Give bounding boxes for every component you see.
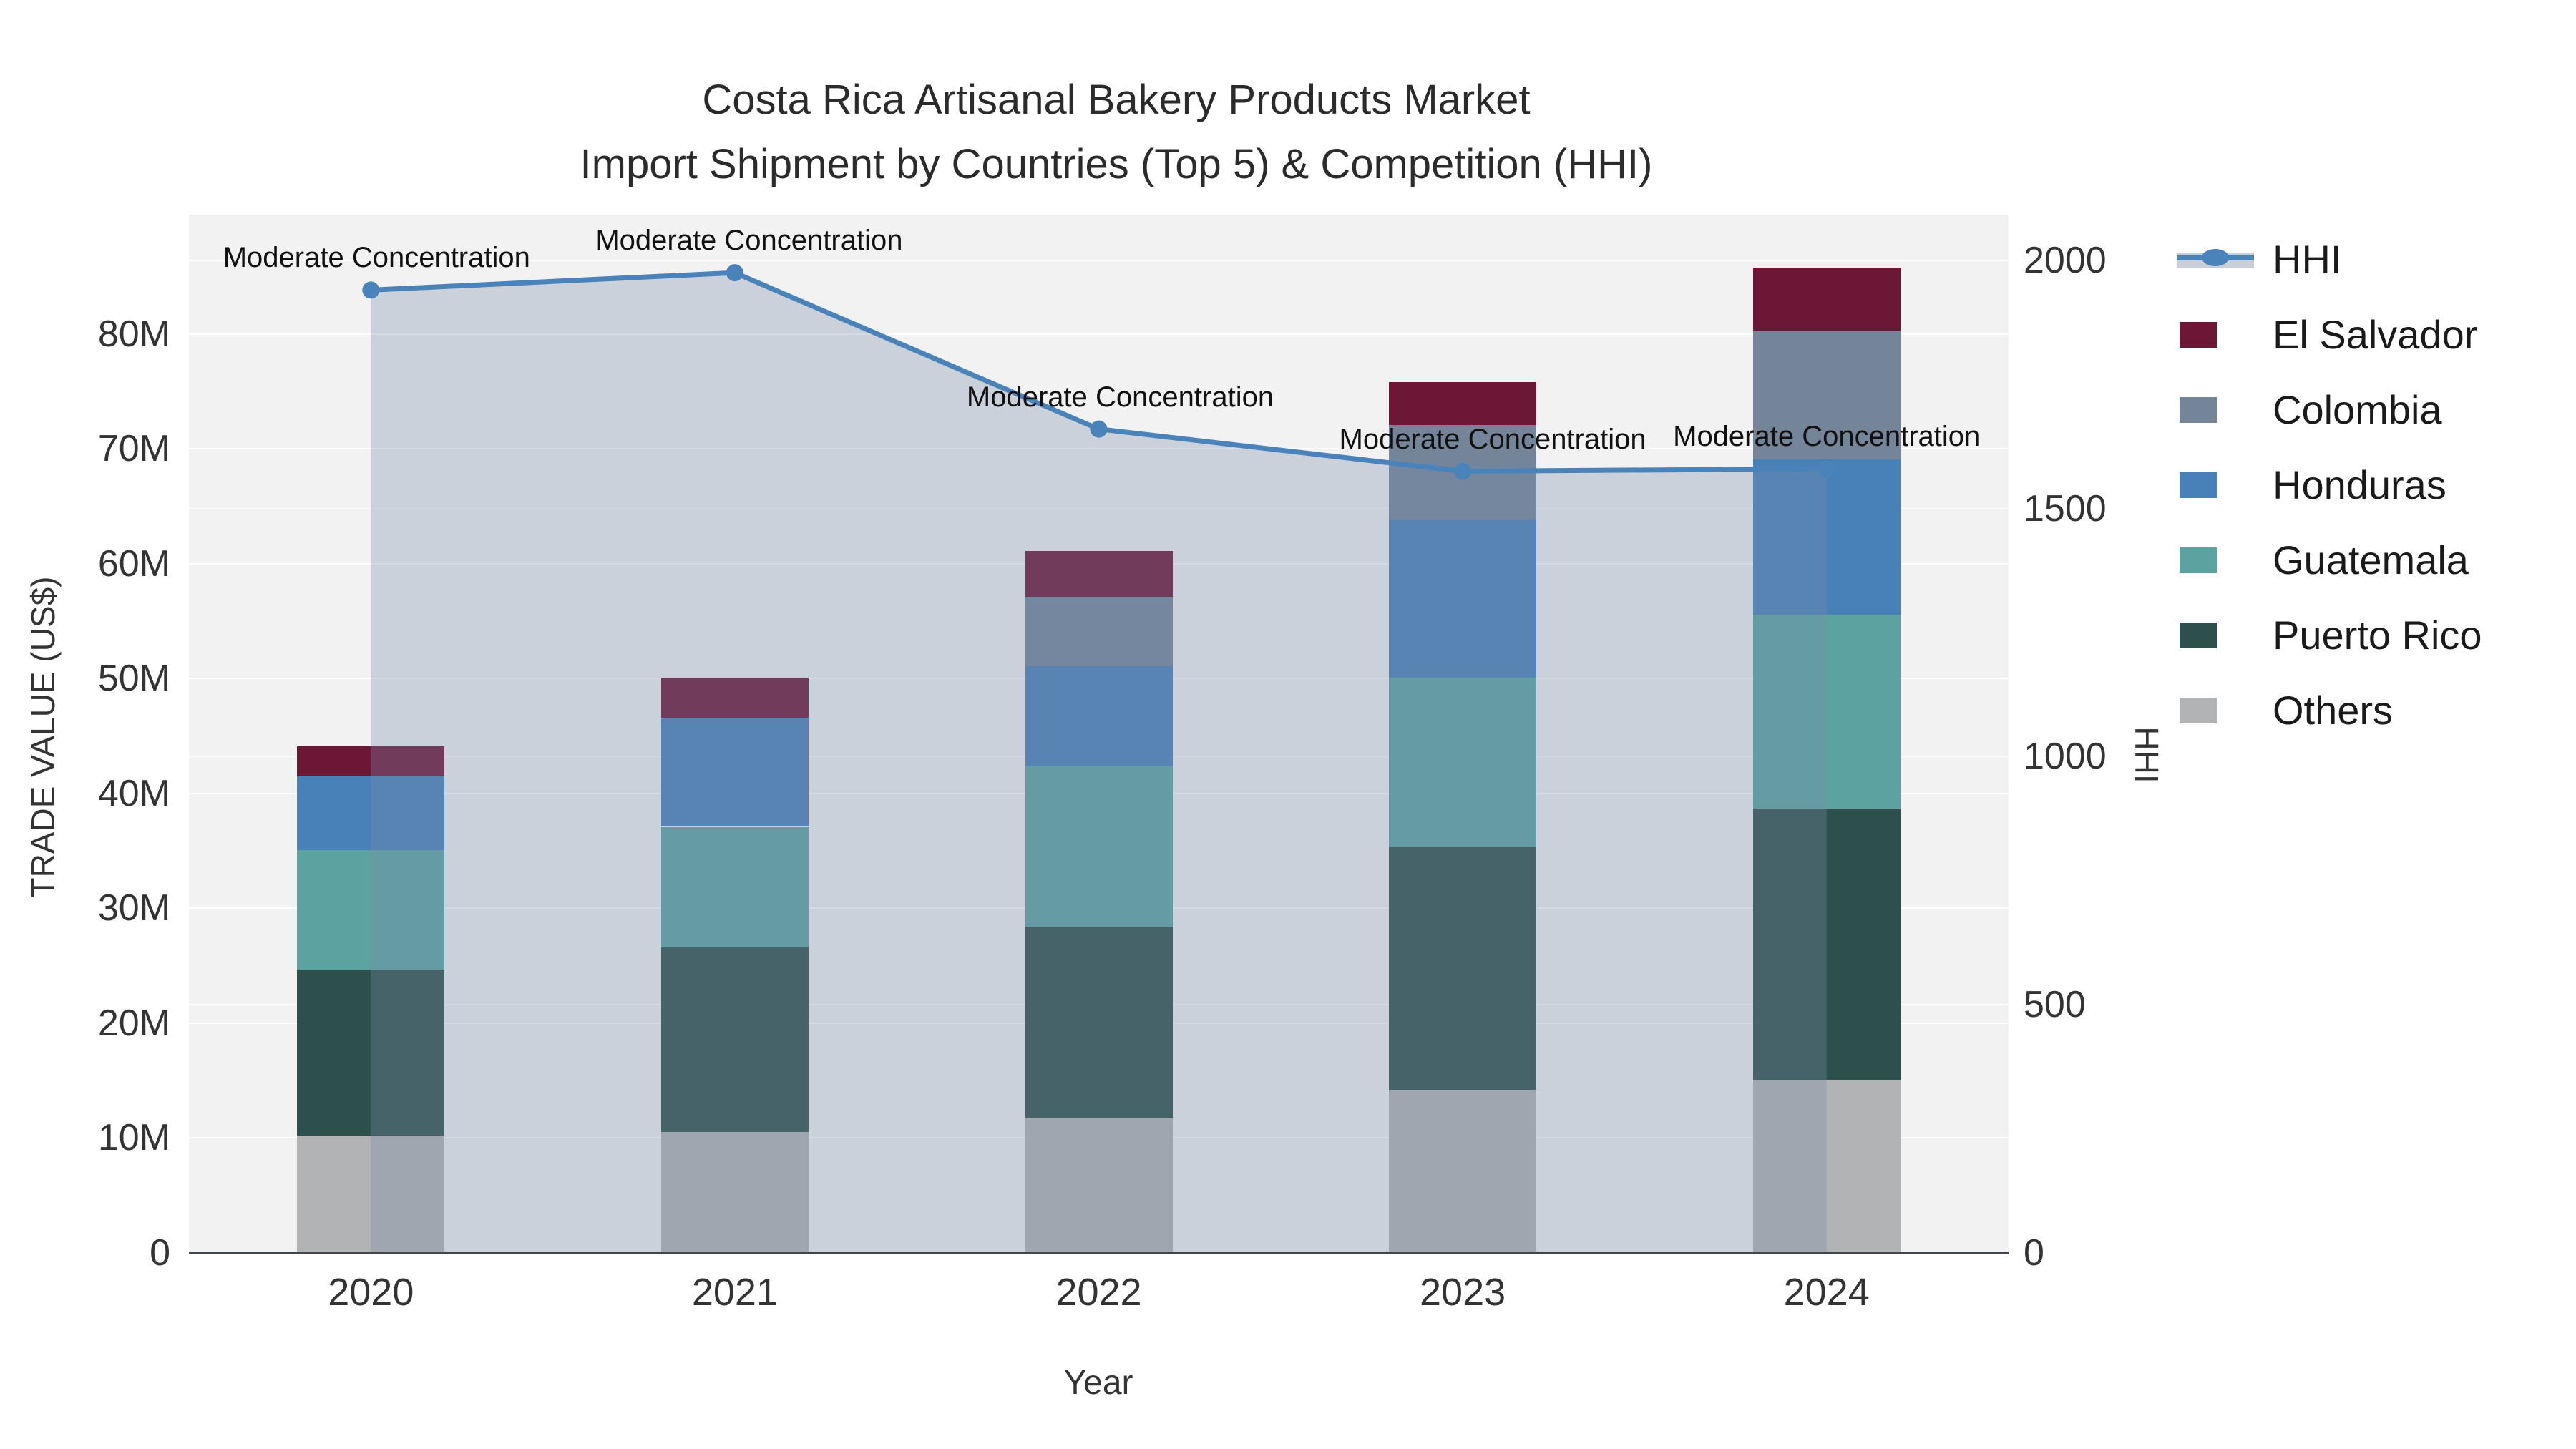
bar-segment-others-2020[interactable]: [297, 1136, 445, 1253]
y-right-tick-500: 500: [2024, 984, 2086, 1026]
x-tick-2024: 2024: [1783, 1271, 1870, 1314]
bar-segment-others-2023[interactable]: [1389, 1090, 1537, 1253]
bar-segment-puerto-rico-2023[interactable]: [1389, 847, 1537, 1091]
legend-label: Puerto Rico: [2273, 613, 2482, 658]
y-left-tick-60M: 60M: [97, 542, 170, 585]
chart-title-line1: Costa Rica Artisanal Bakery Products Mar…: [702, 77, 1531, 123]
color-swatch-icon: [2175, 622, 2255, 648]
color-swatch-icon: [2175, 697, 2255, 723]
y-axis-title-right: HHI: [2128, 726, 2165, 784]
annotation-2022: Moderate Concentration: [966, 381, 1274, 413]
y-left-tick-0: 0: [150, 1232, 170, 1274]
bar-segment-others-2021[interactable]: [660, 1132, 809, 1253]
hhi-marker-2020[interactable]: [362, 281, 380, 299]
bar-segment-el-salvador-2021[interactable]: [660, 677, 809, 718]
bar-segment-honduras-2021[interactable]: [660, 718, 809, 827]
hhi-marker-2022[interactable]: [1090, 420, 1108, 438]
legend-item-honduras[interactable]: Honduras: [2175, 462, 2482, 508]
bar-segment-others-2022[interactable]: [1025, 1117, 1173, 1253]
x-tick-2022: 2022: [1055, 1271, 1142, 1314]
x-axis-title: Year: [1063, 1364, 1133, 1402]
y-left-tick-80M: 80M: [97, 313, 170, 355]
plot-area: [189, 215, 2009, 1253]
annotation-2021: Moderate Concentration: [595, 225, 903, 257]
y-left-tick-50M: 50M: [97, 658, 170, 700]
y-left-tick-20M: 20M: [97, 1002, 170, 1044]
x-axis-line: [189, 1252, 2009, 1254]
bar-segment-el-salvador-2020[interactable]: [297, 746, 445, 776]
bar-segment-puerto-rico-2020[interactable]: [297, 969, 445, 1136]
bar-segment-guatemala-2022[interactable]: [1025, 766, 1173, 927]
bar-segment-honduras-2023[interactable]: [1389, 519, 1537, 678]
bar-segment-honduras-2024[interactable]: [1752, 459, 1901, 615]
x-tick-2020: 2020: [328, 1271, 414, 1314]
legend-item-others[interactable]: Others: [2175, 687, 2482, 733]
annotation-2024: Moderate Concentration: [1673, 421, 1981, 453]
y-left-tick-70M: 70M: [97, 428, 170, 470]
legend-label: Guatemala: [2273, 537, 2469, 582]
bar-segment-puerto-rico-2022[interactable]: [1025, 927, 1173, 1118]
y-right-tick-1500: 1500: [2024, 487, 2107, 530]
bar-segment-honduras-2020[interactable]: [297, 776, 445, 850]
bar-segment-guatemala-2023[interactable]: [1389, 677, 1537, 848]
legend-swatch: [2180, 321, 2217, 348]
gridline-trade-80M: [189, 333, 2009, 335]
color-swatch-icon: [2175, 321, 2255, 348]
bar-segment-colombia-2022[interactable]: [1025, 597, 1173, 666]
gridline-hhi-1500: [189, 507, 2009, 509]
hhi-marker-2021[interactable]: [726, 264, 743, 282]
bar-segment-others-2024[interactable]: [1752, 1080, 1901, 1253]
color-swatch-icon: [2175, 396, 2255, 423]
legend-item-guatemala[interactable]: Guatemala: [2175, 537, 2482, 583]
legend-item-hhi[interactable]: HHI: [2175, 236, 2482, 283]
bar-segment-el-salvador-2022[interactable]: [1025, 551, 1173, 597]
chart-title-line2: Import Shipment by Countries (Top 5) & C…: [580, 141, 1653, 187]
chart-title: Costa Rica Artisanal Bakery Products Mar…: [580, 68, 1653, 197]
bar-segment-el-salvador-2024[interactable]: [1752, 268, 1901, 331]
legend-label: HHI: [2273, 237, 2342, 282]
legend-label: Honduras: [2273, 462, 2446, 507]
legend-swatch: [2180, 697, 2217, 723]
legend-label: El Salvador: [2273, 312, 2478, 357]
y-axis-title-left: TRADE VALUE (US$): [24, 576, 62, 898]
legend-item-puerto-rico[interactable]: Puerto Rico: [2175, 612, 2482, 658]
legend-swatch: [2180, 472, 2217, 498]
y-left-tick-40M: 40M: [97, 772, 170, 814]
legend-label: Others: [2273, 688, 2394, 733]
bar-segment-honduras-2022[interactable]: [1025, 665, 1173, 766]
color-swatch-icon: [2175, 547, 2255, 573]
x-tick-2021: 2021: [691, 1271, 778, 1314]
annotation-2020: Moderate Concentration: [223, 242, 530, 274]
bar-segment-el-salvador-2023[interactable]: [1389, 382, 1537, 425]
bar-segment-puerto-rico-2021[interactable]: [660, 947, 809, 1133]
y-right-tick-2000: 2000: [2024, 239, 2107, 281]
legend-swatch: [2180, 622, 2217, 648]
y-left-tick-30M: 30M: [97, 887, 170, 930]
legend-swatch: [2180, 396, 2217, 423]
bar-segment-puerto-rico-2024[interactable]: [1752, 808, 1901, 1081]
x-tick-2023: 2023: [1420, 1271, 1506, 1314]
annotation-2023: Moderate Concentration: [1339, 423, 1646, 455]
legend: HHI El Salvador Colombia Honduras Guatemala P…: [2175, 236, 2482, 733]
gridline-hhi-2000: [189, 259, 2009, 261]
legend-swatch: [2180, 547, 2217, 573]
y-right-tick-0: 0: [2024, 1232, 2044, 1274]
bar-segment-guatemala-2024[interactable]: [1752, 614, 1901, 809]
y-left-tick-10M: 10M: [97, 1117, 170, 1159]
bar-segment-guatemala-2020[interactable]: [297, 849, 445, 970]
legend-item-colombia[interactable]: Colombia: [2175, 386, 2482, 433]
legend-item-el-salvador[interactable]: El Salvador: [2175, 311, 2482, 358]
hhi-line-icon: [2175, 240, 2255, 280]
legend-label: Colombia: [2273, 387, 2442, 432]
color-swatch-icon: [2175, 472, 2255, 498]
bar-segment-guatemala-2021[interactable]: [660, 826, 809, 948]
y-right-tick-1000: 1000: [2024, 736, 2107, 778]
